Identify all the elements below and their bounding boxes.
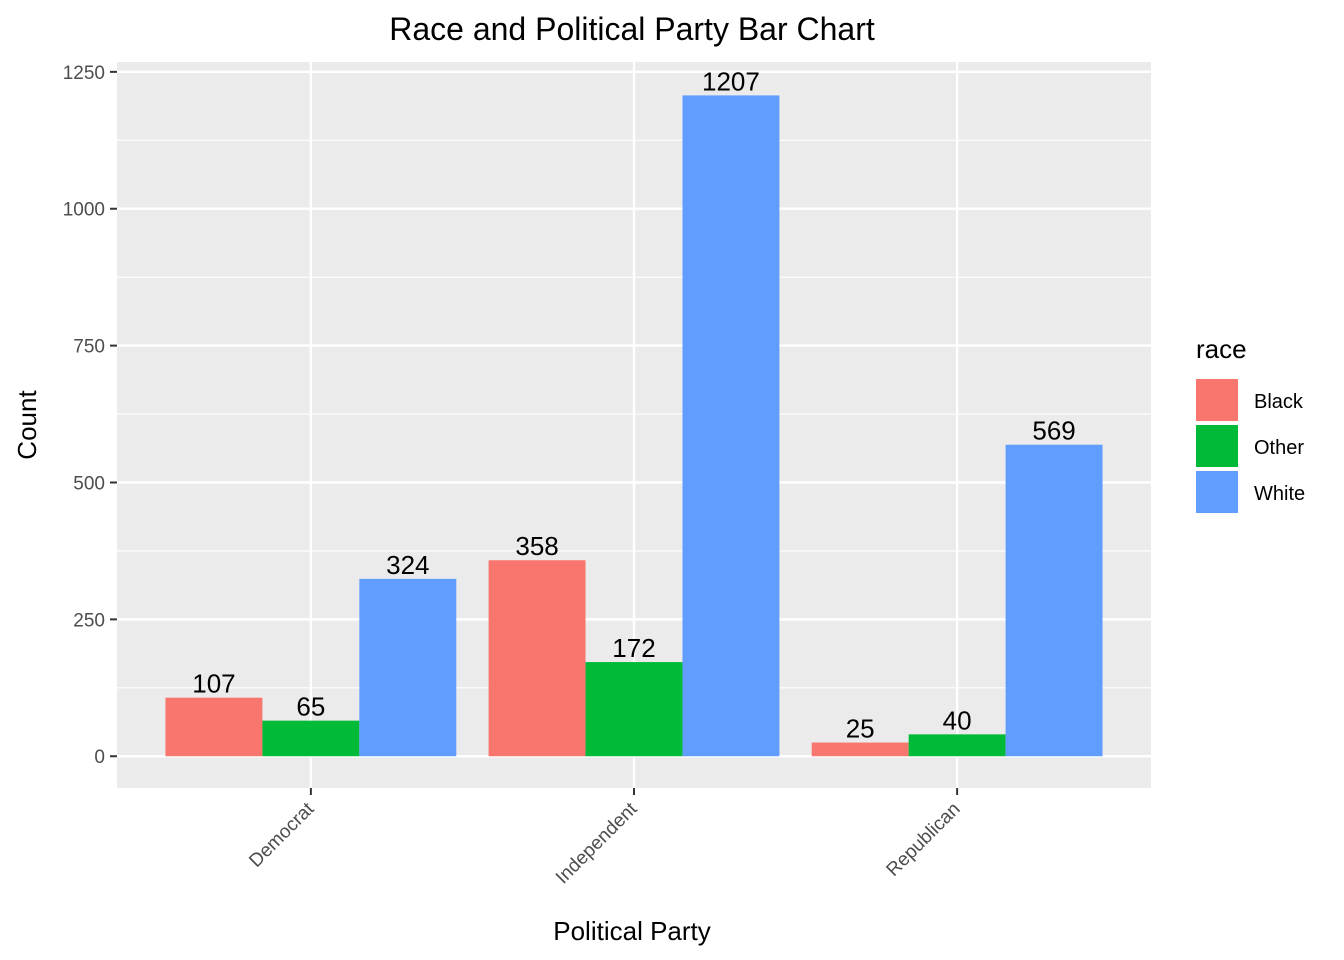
bar-white: [1005, 444, 1103, 757]
bar-other: [262, 720, 360, 757]
x-tick-label: Democrat: [245, 798, 319, 872]
bar-value-label: 172: [612, 633, 655, 663]
grid-lines: [117, 62, 1151, 788]
y-tick-label: 1250: [63, 63, 105, 84]
y-tick-label: 250: [73, 610, 105, 631]
bars: [165, 95, 1103, 757]
legend-label: Other: [1254, 437, 1304, 459]
legend-key-black: [1196, 379, 1238, 421]
bar-value-label: 40: [943, 705, 972, 735]
bar-other: [908, 734, 1006, 757]
bar-white: [359, 578, 457, 757]
x-tick-label: Independent: [552, 798, 642, 888]
chart-title: Race and Political Party Bar Chart: [389, 11, 875, 47]
y-tick-label: 750: [73, 337, 105, 358]
y-tick-label: 500: [73, 473, 105, 494]
legend-key-white: [1196, 471, 1238, 513]
bar-value-label: 569: [1032, 416, 1075, 446]
bar-black: [488, 560, 586, 757]
bar-value-label: 1207: [702, 66, 760, 96]
y-axis-label: Count: [12, 390, 42, 460]
legend-label: Black: [1254, 391, 1304, 413]
x-tick-label: Republican: [883, 799, 965, 881]
bar-value-label: 65: [296, 692, 325, 722]
legend-label: White: [1254, 483, 1305, 505]
bar-value-label: 107: [192, 669, 235, 699]
y-axis: 0 250 500 750 1000 1250: [63, 63, 117, 768]
legend: race Black Other White: [1196, 334, 1305, 513]
y-tick-label: 1000: [63, 200, 105, 221]
bar-value-label: 358: [515, 531, 558, 561]
bar-black: [165, 697, 263, 757]
legend-key-other: [1196, 425, 1238, 467]
y-tick-label: 0: [94, 747, 105, 768]
bar-black: [811, 742, 909, 757]
bar-white: [682, 95, 780, 757]
x-axis-label: Political Party: [553, 916, 711, 946]
bar-value-label: 324: [386, 550, 429, 580]
bar-value-label: 25: [846, 714, 875, 744]
x-axis: Democrat Independent Republican: [245, 788, 965, 888]
bar-other: [585, 662, 683, 757]
legend-title: race: [1196, 334, 1247, 364]
data-labels: 107 65 324 358 172 1207 25 40 569: [192, 66, 1076, 743]
